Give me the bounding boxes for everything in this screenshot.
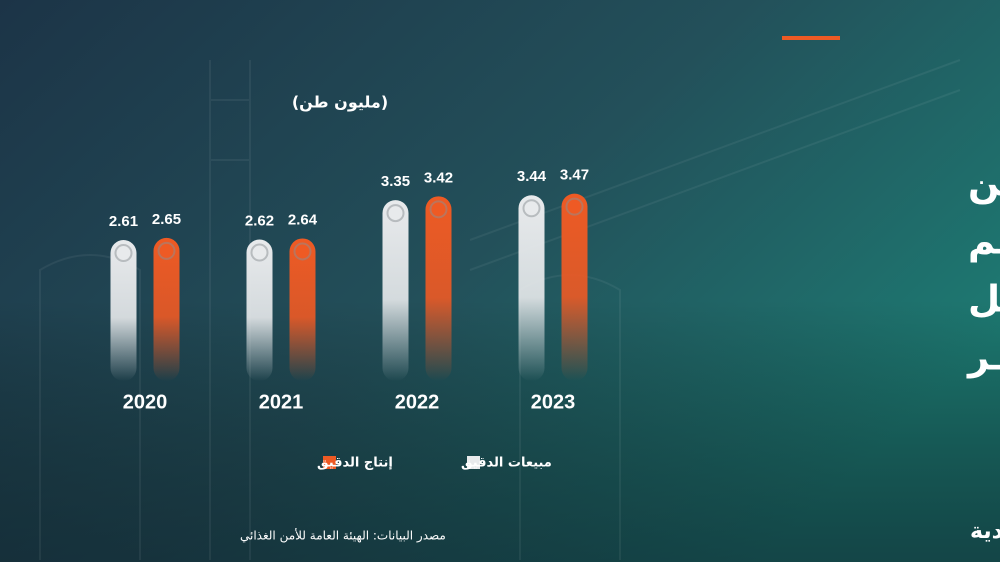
- bar: [153, 237, 180, 381]
- bar-cap: [429, 200, 448, 219]
- bar-cap: [157, 241, 176, 260]
- value-label: 3.42: [424, 169, 453, 186]
- bar-cap: [522, 199, 541, 218]
- value-label: 3.35: [381, 173, 410, 190]
- legend-label: إنتاج الدقيق: [317, 456, 393, 471]
- value-label: 3.44: [517, 168, 547, 185]
- legend-swatch: [467, 456, 480, 469]
- bar-cap: [386, 204, 405, 223]
- title: شركـــات المطاحن السعودية تبيع معظم إنتاجه…: [966, 162, 1000, 379]
- legend-label: مبيعات الدقيق: [461, 456, 552, 471]
- unit-label: (مليون طن): [292, 93, 388, 112]
- title-line: السعودية تبيع معظم: [968, 220, 1000, 263]
- bar: [246, 239, 273, 381]
- accent-line: [782, 36, 840, 40]
- source: مصدر البيانات: الهيئة العامة للأمن الغذا…: [240, 528, 446, 544]
- value-label: 2.64: [288, 211, 318, 228]
- background-shade: [0, 300, 1000, 562]
- value-label: 2.61: [109, 213, 138, 230]
- x-tick-label: 2020: [123, 391, 168, 413]
- value-label: 2.65: [152, 211, 181, 228]
- bar-cap: [565, 197, 584, 216]
- x-tick-label: 2023: [531, 391, 576, 413]
- bar: [425, 196, 452, 381]
- bar: [382, 200, 409, 381]
- bar: [561, 193, 588, 381]
- legend-swatch: [323, 456, 336, 469]
- logo: الاقتصادية: [970, 519, 1000, 544]
- title-line: شركـــات المطاحن: [968, 162, 1000, 205]
- bar: [289, 238, 316, 381]
- bar: [518, 195, 545, 381]
- x-tick-label: 2022: [395, 391, 440, 413]
- title-line: قـــرار فتـــح التصديـــر: [966, 336, 1000, 379]
- bar-cap: [250, 243, 269, 262]
- x-tick-label: 2021: [259, 391, 304, 413]
- value-label: 2.62: [245, 212, 274, 229]
- bar: [110, 240, 137, 381]
- bar-cap: [114, 244, 133, 263]
- plot: 2020 2021 2022 2023 2.61 2.62 3.35 3.44 2.65 2.64…: [109, 167, 589, 414]
- value-label: 3.47: [560, 167, 589, 184]
- legend: مبيعات الدقيق إنتاج الدقيق: [317, 456, 552, 471]
- title-line: إنتاجها من الدقيق قبل: [968, 278, 1000, 321]
- bar-cap: [293, 242, 312, 261]
